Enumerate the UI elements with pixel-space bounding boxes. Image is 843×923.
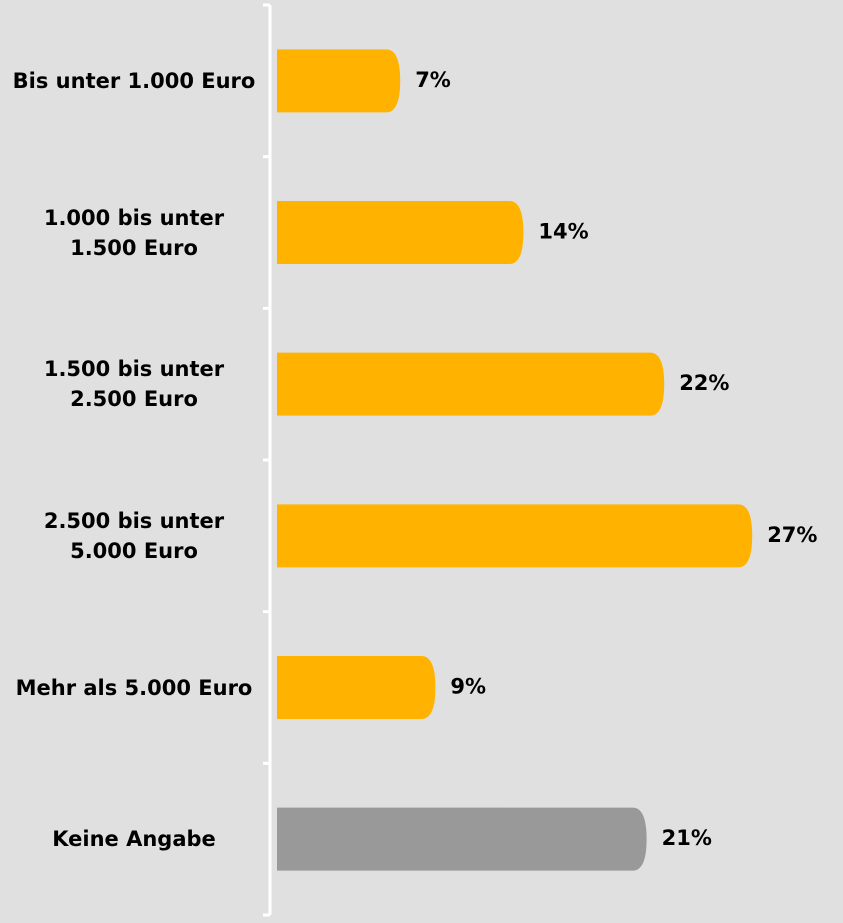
- bar: [277, 49, 401, 113]
- value-label: 22%: [679, 371, 729, 395]
- value-label: 21%: [662, 826, 712, 850]
- value-label: 9%: [450, 675, 486, 699]
- category-label: Mehr als 5.000 Euro: [15, 675, 253, 700]
- category-label: Keine Angabe: [52, 827, 216, 852]
- value-label: 27%: [767, 523, 817, 547]
- bar: [277, 352, 665, 416]
- bar: [277, 807, 647, 871]
- bar: [277, 656, 436, 719]
- value-label: 7%: [415, 68, 451, 92]
- value-label: 14%: [538, 220, 588, 244]
- bar: [277, 504, 753, 568]
- category-label: 1.500 bis unter 2.500 Euro: [43, 357, 225, 412]
- category-label: 1.000 bis unter 1.500 Euro: [43, 205, 225, 260]
- category-label: 2.500 bis unter 5.000 Euro: [43, 508, 225, 563]
- category-label: Bis unter 1.000 Euro: [12, 68, 256, 93]
- bar: [277, 201, 524, 264]
